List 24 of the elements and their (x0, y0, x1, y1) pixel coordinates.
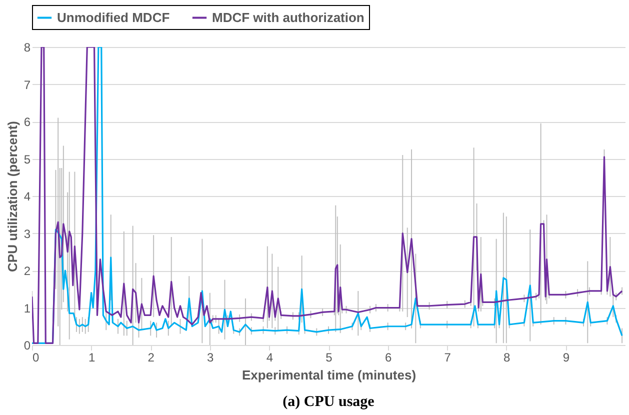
x-tick-label: 7 (444, 350, 452, 364)
y-tick-label: 2 (24, 264, 31, 278)
x-tick-label: 6 (384, 350, 392, 364)
x-tick-label: 9 (562, 350, 570, 364)
x-tick-label: 8 (504, 350, 511, 364)
x-tick-label: 4 (266, 350, 274, 364)
y-axis-title: CPU utilization (percent) (4, 121, 20, 272)
legend-label: MDCF with authorization (212, 10, 364, 25)
y-tick-label: 6 (24, 115, 31, 129)
x-tick-label: 1 (88, 350, 96, 364)
y-tick-label: 0 (24, 338, 31, 352)
x-axis-title: Experimental time (minutes) (242, 368, 416, 382)
y-tick-label: 7 (24, 78, 31, 92)
x-tick-label: 5 (326, 350, 333, 364)
y-tick-label: 4 (24, 190, 31, 204)
text: (a) CPU usage (282, 394, 375, 410)
x-tick-label: 0 (32, 350, 40, 364)
x-tick-label: 3 (207, 350, 214, 364)
y-tick-label: 3 (24, 226, 31, 241)
legend-label: Unmodified MDCF (57, 10, 170, 25)
y-tick-label: 1 (24, 301, 31, 316)
y-tick-label: 5 (24, 152, 31, 166)
y-tick-label: 8 (24, 40, 31, 54)
x-tick-label: 2 (148, 350, 155, 364)
